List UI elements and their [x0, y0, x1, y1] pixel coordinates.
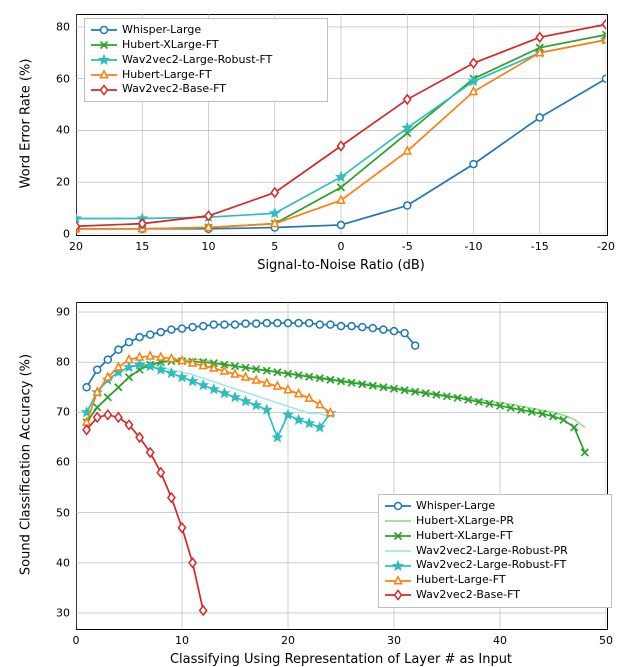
x-tick-label: -5 — [402, 240, 413, 253]
legend-label: Wav2vec2-Base-FT — [416, 588, 520, 603]
x-tick-label: 0 — [338, 240, 345, 253]
top-chart-legend: Whisper-LargeHubert-XLarge-FTWav2vec2-La… — [84, 18, 328, 102]
legend-label: Wav2vec2-Large-Robust-PR — [416, 544, 568, 559]
legend-label: Hubert-Large-FT — [122, 68, 212, 83]
legend-item: Wav2vec2-Large-Robust-FT — [385, 558, 605, 573]
y-tick-label: 60 — [46, 456, 70, 469]
y-tick-label: 80 — [46, 20, 70, 33]
x-tick-label: -15 — [531, 240, 549, 253]
legend-swatch — [91, 69, 117, 81]
x-tick-label: 20 — [69, 240, 83, 253]
y-tick-label: 20 — [46, 176, 70, 189]
top-chart-xlabel: Signal-to-Noise Ratio (dB) — [76, 258, 606, 273]
x-tick-label: 40 — [493, 634, 507, 647]
legend-label: Hubert-XLarge-FT — [122, 38, 219, 53]
legend-label: Hubert-Large-FT — [416, 573, 506, 588]
x-tick-label: 0 — [73, 634, 80, 647]
legend-swatch — [91, 54, 117, 66]
x-tick-label: -20 — [597, 240, 615, 253]
legend-item: Whisper-Large — [91, 23, 321, 38]
y-tick-label: 0 — [46, 228, 70, 241]
legend-swatch — [91, 24, 117, 36]
y-tick-label: 40 — [46, 556, 70, 569]
top-chart-ylabel: Word Error Rate (%) — [19, 14, 34, 234]
legend-label: Hubert-XLarge-FT — [416, 529, 513, 544]
y-tick-label: 60 — [46, 72, 70, 85]
legend-label: Wav2vec2-Large-Robust-FT — [416, 558, 566, 573]
legend-swatch — [385, 575, 411, 587]
y-tick-label: 70 — [46, 406, 70, 419]
legend-item: Hubert-XLarge-FT — [91, 38, 321, 53]
legend-item: Hubert-XLarge-FT — [385, 529, 605, 544]
x-tick-label: 20 — [281, 634, 295, 647]
legend-item: Wav2vec2-Large-Robust-FT — [91, 53, 321, 68]
x-tick-label: 10 — [202, 240, 216, 253]
legend-swatch — [91, 84, 117, 96]
legend-swatch — [385, 500, 411, 512]
legend-label: Hubert-XLarge-PR — [416, 514, 514, 529]
legend-label: Whisper-Large — [122, 23, 201, 38]
x-tick-label: 15 — [135, 240, 149, 253]
legend-item: Wav2vec2-Base-FT — [91, 82, 321, 97]
legend-item: Hubert-Large-FT — [385, 573, 605, 588]
x-tick-label: -10 — [465, 240, 483, 253]
legend-item: Hubert-XLarge-PR — [385, 514, 605, 529]
legend-label: Whisper-Large — [416, 499, 495, 514]
x-tick-label: 10 — [175, 634, 189, 647]
legend-item: Wav2vec2-Base-FT — [385, 588, 605, 603]
legend-swatch — [385, 530, 411, 542]
legend-item: Hubert-Large-FT — [91, 68, 321, 83]
y-tick-label: 90 — [46, 306, 70, 319]
legend-swatch — [385, 515, 411, 527]
y-tick-label: 50 — [46, 506, 70, 519]
legend-label: Wav2vec2-Large-Robust-FT — [122, 53, 272, 68]
legend-item: Whisper-Large — [385, 499, 605, 514]
legend-swatch — [91, 39, 117, 51]
legend-item: Wav2vec2-Large-Robust-PR — [385, 544, 605, 559]
bottom-chart-xlabel: Classifying Using Representation of Laye… — [76, 652, 606, 667]
bottom-chart-ylabel: Sound Classification Accuracy (%) — [19, 302, 34, 628]
legend-label: Wav2vec2-Base-FT — [122, 82, 226, 97]
figure: Word Error Rate (%) Signal-to-Noise Rati… — [0, 0, 622, 666]
y-tick-label: 40 — [46, 124, 70, 137]
x-tick-label: 5 — [271, 240, 278, 253]
legend-swatch — [385, 545, 411, 557]
legend-swatch — [385, 589, 411, 601]
x-tick-label: 30 — [387, 634, 401, 647]
y-tick-label: 30 — [46, 606, 70, 619]
legend-swatch — [385, 560, 411, 572]
x-tick-label: 50 — [599, 634, 613, 647]
bottom-chart-legend: Whisper-LargeHubert-XLarge-PRHubert-XLar… — [378, 494, 612, 608]
y-tick-label: 80 — [46, 356, 70, 369]
